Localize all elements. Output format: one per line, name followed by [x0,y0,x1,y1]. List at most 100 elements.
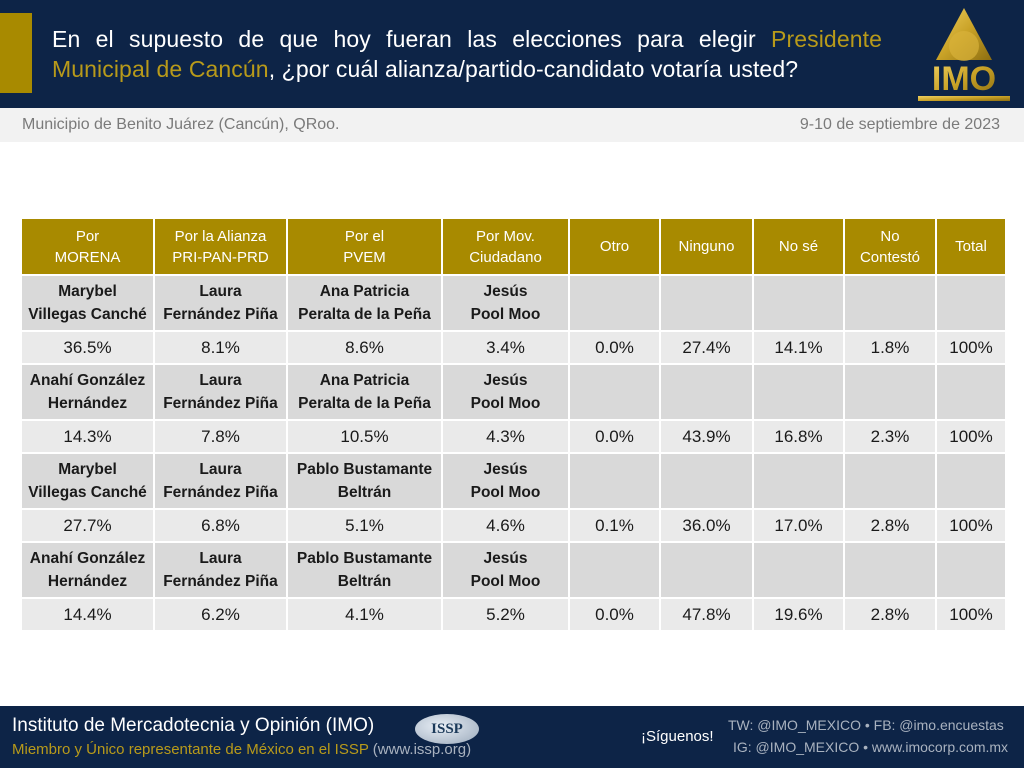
empty-cell [659,274,754,332]
value-cell: 100% [935,330,1007,365]
imo-logo-icon: IMO [918,8,1010,101]
value-cell: 19.6% [752,597,845,632]
column-header: Por la Alianza PRI-PAN-PRD [153,217,288,276]
value-cell: 6.8% [153,508,288,543]
candidate-cell: Laura Fernández Piña [153,452,288,510]
candidate-cell: Jesús Pool Moo [441,452,570,510]
subheader-bar: Municipio de Benito Juárez (Cancún), QRo… [0,108,1024,142]
social-links-line-2[interactable]: IG: @IMO_MEXICO • www.imocorp.com.mx [733,739,1009,755]
candidates-row: Anahí González Hernández Laura Fernández Pi… [20,363,1007,421]
values-row: 27.7% 6.8% 5.1% 4.6% 0.1% 36.0% 17.0% 2.8% 100% [20,508,1007,543]
value-cell: 2.8% [843,597,937,632]
empty-cell [752,541,845,599]
value-cell: 8.1% [153,330,288,365]
empty-cell [843,363,937,421]
logo-text: IMO [932,60,996,98]
value-cell: 6.2% [153,597,288,632]
candidate-cell: Pablo Bustamante Beltrán [286,541,443,599]
value-cell: 100% [935,508,1007,543]
value-cell: 0.0% [568,419,661,454]
location-label: Municipio de Benito Juárez (Cancún), QRo… [22,116,340,133]
value-cell: 27.7% [20,508,155,543]
value-cell: 27.4% [659,330,754,365]
value-cell: 36.5% [20,330,155,365]
title-part-2: , ¿por cuál alianza/partido-candidato vo… [268,56,799,82]
value-cell: 4.6% [441,508,570,543]
value-cell: 0.0% [568,597,661,632]
candidates-row: Marybel Villegas Canché Laura Fernández Piñ… [20,274,1007,332]
candidate-cell: Marybel Villegas Canché [20,452,155,510]
candidate-cell: Ana Patricia Peralta de la Peña [286,363,443,421]
value-cell: 4.1% [286,597,443,632]
column-header: Total [935,217,1007,276]
header-accent-bar [0,13,32,93]
candidates-row: Marybel Villegas Canché Laura Fernández Piñ… [20,452,1007,510]
candidate-cell: Anahí González Hernández [20,363,155,421]
value-cell: 3.4% [441,330,570,365]
candidate-cell: Jesús Pool Moo [441,274,570,332]
empty-cell [659,452,754,510]
empty-cell [568,541,661,599]
column-header: No sé [752,217,845,276]
values-row: 14.3% 7.8% 10.5% 4.3% 0.0% 43.9% 16.8% 2.3% 100% [20,419,1007,454]
column-header: Otro [568,217,661,276]
empty-cell [752,274,845,332]
empty-cell [935,541,1007,599]
table-header-row: Por MORENA Por la Alianza PRI-PAN-PRD Por … [20,217,1007,276]
column-header: Por MORENA [20,217,155,276]
value-cell: 43.9% [659,419,754,454]
value-cell: 2.8% [843,508,937,543]
footer-subtitle: Miembro y Único representante de México … [12,741,472,758]
column-header: Ninguno [659,217,754,276]
value-cell: 36.0% [659,508,754,543]
value-cell: 14.3% [20,419,155,454]
values-row: 36.5% 8.1% 8.6% 3.4% 0.0% 27.4% 14.1% 1.8% 100% [20,330,1007,365]
empty-cell [935,452,1007,510]
title-part-1: En el supuesto de que hoy fueran las ele… [52,26,772,52]
value-cell: 0.0% [568,330,661,365]
issp-logo-icon: ISSP [415,714,479,744]
social-links-line-1[interactable]: TW: @IMO_MEXICO • FB: @imo.encuestas [728,717,1004,733]
value-cell: 10.5% [286,419,443,454]
value-cell: 4.3% [441,419,570,454]
issp-link[interactable]: (www.issp.org) [368,741,472,758]
value-cell: 1.8% [843,330,937,365]
value-cell: 14.1% [752,330,845,365]
empty-cell [659,363,754,421]
value-cell: 17.0% [752,508,845,543]
empty-cell [935,274,1007,332]
candidate-cell: Anahí González Hernández [20,541,155,599]
empty-cell [568,274,661,332]
candidate-cell: Ana Patricia Peralta de la Peña [286,274,443,332]
title-highlight: Presidente Municipal de Cancún [52,26,882,82]
footer-banner: Instituto de Mercadotecnia y Opinión (IM… [0,706,1024,768]
value-cell: 2.3% [843,419,937,454]
value-cell: 8.6% [286,330,443,365]
candidate-cell: Laura Fernández Piña [153,274,288,332]
value-cell: 14.4% [20,597,155,632]
candidates-row: Anahí González Hernández Laura Fernández Pi… [20,541,1007,599]
value-cell: 5.2% [441,597,570,632]
empty-cell [752,363,845,421]
follow-label: ¡Síguenos! [641,728,714,745]
empty-cell [568,363,661,421]
empty-cell [752,452,845,510]
column-header: Por Mov. Ciudadano [441,217,570,276]
value-cell: 47.8% [659,597,754,632]
candidate-cell: Laura Fernández Piña [153,363,288,421]
value-cell: 100% [935,597,1007,632]
candidate-cell: Marybel Villegas Canché [20,274,155,332]
header-banner: En el supuesto de que hoy fueran las ele… [0,0,1024,108]
page-title: En el supuesto de que hoy fueran las ele… [52,24,882,84]
value-cell: 0.1% [568,508,661,543]
candidate-cell: Jesús Pool Moo [441,541,570,599]
date-label: 9-10 de septiembre de 2023 [799,116,1000,133]
value-cell: 5.1% [286,508,443,543]
candidate-cell: Laura Fernández Piña [153,541,288,599]
empty-cell [843,452,937,510]
value-cell: 100% [935,419,1007,454]
candidate-cell: Pablo Bustamante Beltrán [286,452,443,510]
empty-cell [843,274,937,332]
values-row: 14.4% 6.2% 4.1% 5.2% 0.0% 47.8% 19.6% 2.8% 100% [20,597,1007,632]
value-cell: 16.8% [752,419,845,454]
